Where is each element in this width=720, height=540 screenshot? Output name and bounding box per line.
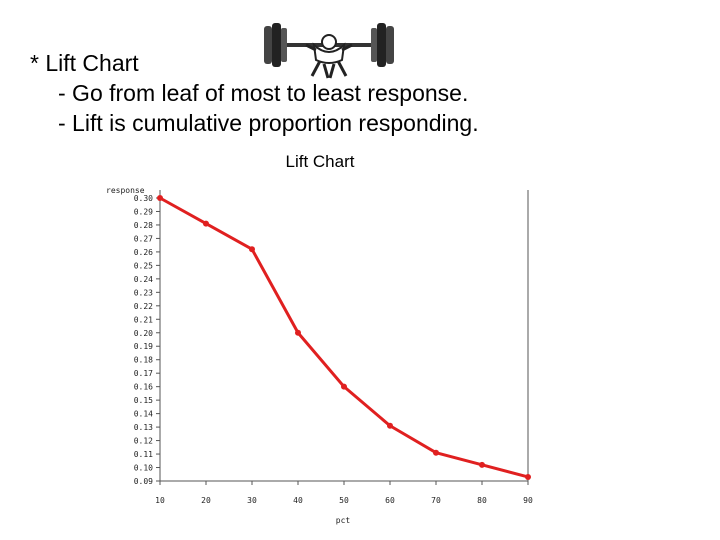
x-tick-label: 40 xyxy=(293,496,303,505)
y-tick-label: 0.14 xyxy=(134,410,153,419)
data-point xyxy=(249,246,255,253)
y-tick-label: 0.10 xyxy=(134,464,153,473)
y-tick-label: 0.12 xyxy=(134,437,153,446)
y-tick-label: 0.18 xyxy=(134,356,153,365)
bullet-lift-chart: * Lift Chart xyxy=(30,50,139,76)
x-tick-label: 70 xyxy=(431,496,441,505)
x-tick-label: 90 xyxy=(523,496,533,505)
x-tick-label: 50 xyxy=(339,496,349,505)
x-tick-label: 80 xyxy=(477,496,487,505)
sub-bullet-leaf-order: - Go from leaf of most to least response… xyxy=(58,80,469,106)
y-tick-label: 0.27 xyxy=(134,234,153,243)
y-tick-label: 0.25 xyxy=(134,261,153,270)
y-tick-label: 0.28 xyxy=(134,221,153,230)
y-tick-label: 0.09 xyxy=(134,477,153,486)
y-tick-label: 0.16 xyxy=(134,383,153,392)
y-tick-label: 0.20 xyxy=(134,329,153,338)
series xyxy=(157,195,531,480)
x-tick-label: 20 xyxy=(201,496,211,505)
y-tick-label: 0.24 xyxy=(134,275,153,284)
y-tick-label: 0.11 xyxy=(134,450,153,459)
data-point xyxy=(387,422,393,429)
y-tick-label: 0.22 xyxy=(134,302,153,311)
data-point xyxy=(525,473,531,480)
x-tick-label: 60 xyxy=(385,496,395,505)
weightlifter-icon xyxy=(264,23,394,79)
y-tick-label: 0.21 xyxy=(134,315,153,324)
y-tick-label: 0.19 xyxy=(134,342,153,351)
y-tick-label: 0.17 xyxy=(134,369,153,378)
x-axis-ticks: 10 20 30 40 50 60 70 80 90 xyxy=(155,481,533,505)
y-tick-label: 0.23 xyxy=(134,288,153,297)
data-point xyxy=(157,195,163,201)
data-point xyxy=(203,220,209,227)
y-tick-label: 0.15 xyxy=(134,396,153,405)
x-axis-label: pct xyxy=(336,516,351,525)
x-tick-label: 10 xyxy=(155,496,165,505)
slide-text: * Lift Chart - Go from leaf of most to l… xyxy=(30,48,710,138)
y-axis-ticks: 0.30 0.29 0.28 0.27 0.26 0.25 0.24 0.23 0.22 0.21… xyxy=(134,194,160,486)
x-tick-label: 30 xyxy=(247,496,257,505)
y-tick-label: 0.29 xyxy=(134,207,153,216)
series-line xyxy=(159,196,529,479)
y-axis-label: response xyxy=(106,186,145,195)
y-tick-label: 0.13 xyxy=(134,423,153,432)
chart-title: Lift Chart xyxy=(286,152,355,171)
data-point xyxy=(295,329,301,336)
y-tick-label: 0.30 xyxy=(134,194,153,203)
data-point xyxy=(433,449,439,456)
chart-axes xyxy=(159,190,529,482)
data-point xyxy=(479,461,485,468)
y-tick-label: 0.26 xyxy=(134,248,153,257)
data-point xyxy=(341,383,347,390)
sub-bullet-lift-definition: - Lift is cumulative proportion respondi… xyxy=(58,110,479,136)
